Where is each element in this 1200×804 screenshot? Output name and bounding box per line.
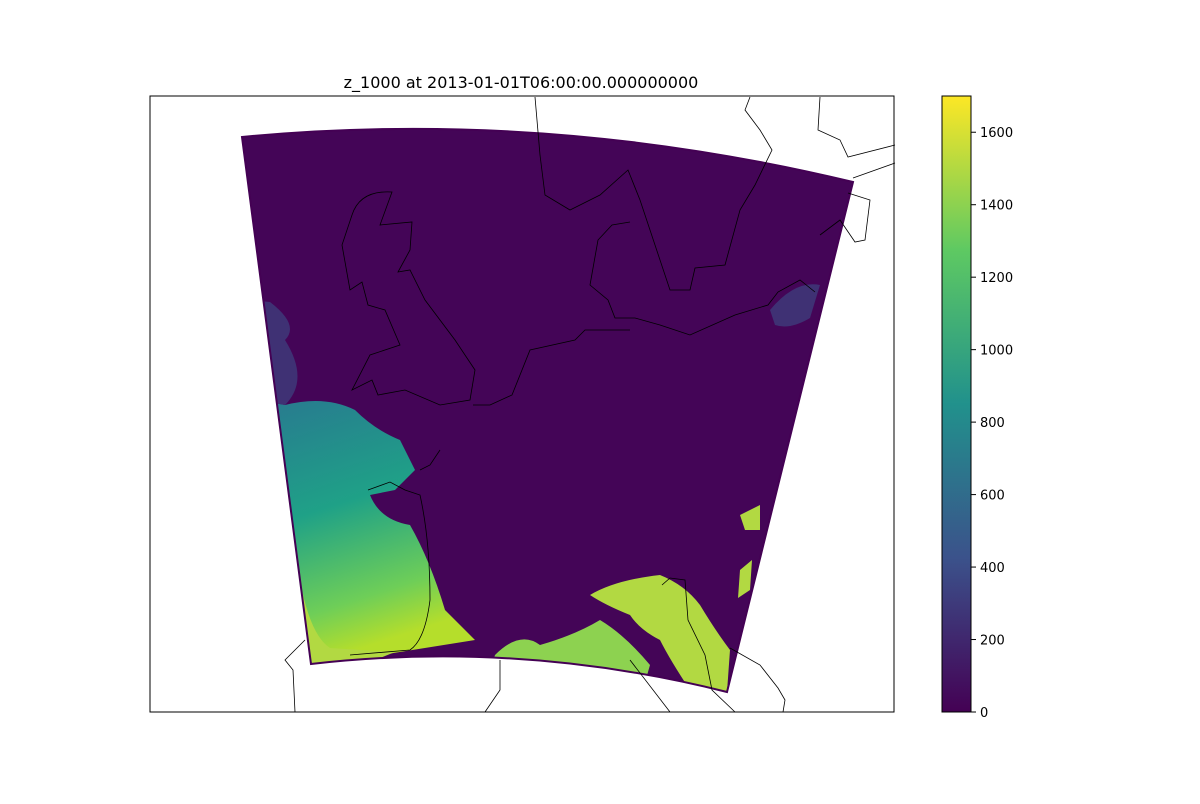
colorbar-tick-label: 1000 [980,344,1013,359]
colorbar-tick-label: 200 [980,634,1005,649]
colorbar-tick-label: 1400 [980,199,1013,214]
data-field [242,128,853,692]
chart-title: z_1000 at 2013-01-01T06:00:00.000000000 [344,73,699,93]
field-background [242,128,853,692]
field-region-northeast-patch [770,284,820,327]
colorbar-gradient [942,96,971,712]
colorbar-frame [941,95,972,713]
colorbar-tick-label: 400 [980,561,1005,576]
coastlines [284,96,896,713]
colorbar-tick-label: 1600 [980,126,1013,141]
field-region-southeast-peninsula [590,575,730,692]
colorbar-tick-label: 800 [980,416,1005,431]
field-region-west-sea [242,380,475,680]
domain-outline [240,127,855,694]
colorbar: 0 200 400 600 800 1000 1200 1400 1600 [941,95,1013,721]
colorbar-tick-label: 1200 [980,271,1013,286]
field-region-east-patch [738,505,760,598]
map-area [240,96,896,713]
colorbar-tick-label: 600 [980,489,1005,504]
colorbar-tick-label: 0 [980,706,988,721]
axes-frame [149,95,895,713]
